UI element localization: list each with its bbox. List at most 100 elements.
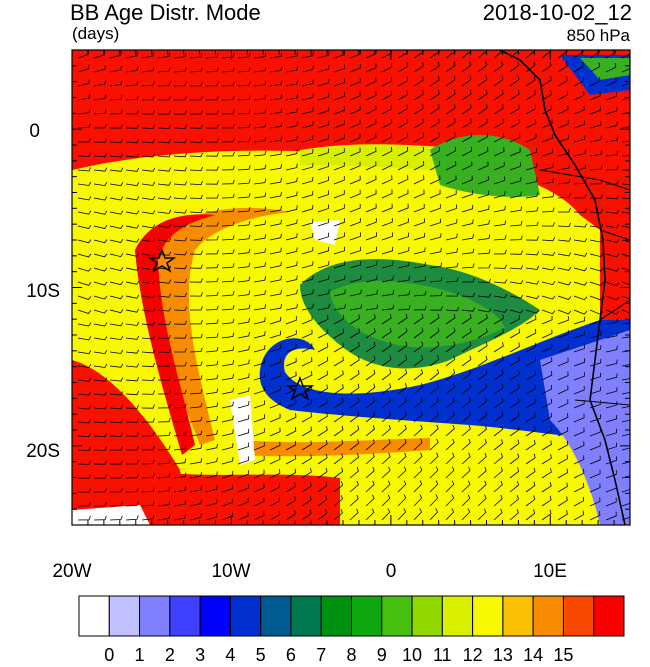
wind-barb bbox=[317, 384, 328, 395]
wind-barb bbox=[477, 75, 488, 87]
wind-barbs bbox=[77, 50, 630, 521]
wind-barb bbox=[365, 289, 378, 297]
wind-barb bbox=[573, 208, 587, 213]
wind-barb bbox=[125, 280, 140, 285]
wind-barb bbox=[125, 238, 140, 243]
wind-barb bbox=[445, 61, 456, 73]
wind-barb bbox=[269, 344, 281, 353]
wind-barb bbox=[445, 452, 455, 465]
wind-barb bbox=[605, 50, 616, 59]
wind-barb bbox=[413, 261, 426, 269]
wind-barb bbox=[269, 52, 283, 59]
wind-barb bbox=[77, 239, 92, 244]
wind-barb bbox=[333, 289, 346, 297]
wind-barb bbox=[381, 304, 395, 311]
wind-barb bbox=[365, 105, 377, 115]
wind-barb bbox=[253, 262, 266, 269]
wind-barb bbox=[445, 369, 456, 381]
wind-barb bbox=[157, 195, 172, 200]
wind-barb bbox=[93, 295, 108, 300]
field-red-south bbox=[150, 470, 340, 525]
wind-barb bbox=[365, 452, 375, 465]
wind-barb bbox=[93, 167, 108, 172]
wind-barb bbox=[557, 440, 569, 451]
wind-barb bbox=[333, 78, 345, 87]
wind-barb bbox=[173, 110, 187, 115]
wind-barb bbox=[621, 82, 630, 87]
wind-barb bbox=[413, 276, 427, 283]
wind-barb bbox=[205, 152, 219, 157]
wind-barb bbox=[541, 481, 552, 493]
wind-barb bbox=[237, 401, 250, 409]
wind-barb bbox=[365, 383, 376, 395]
wind-barb bbox=[429, 480, 439, 493]
wind-barb bbox=[157, 431, 171, 437]
wind-barb bbox=[285, 80, 298, 87]
wind-barb bbox=[573, 267, 588, 272]
wind-barb bbox=[189, 292, 203, 297]
wind-barb bbox=[253, 234, 267, 241]
wind-barb bbox=[317, 329, 329, 339]
wind-barb bbox=[301, 190, 314, 199]
wind-barb bbox=[93, 322, 108, 327]
wind-barb bbox=[397, 62, 409, 73]
wind-barb bbox=[445, 424, 455, 437]
wind-barb bbox=[78, 138, 91, 143]
wind-barb bbox=[77, 336, 92, 341]
wind-barb bbox=[573, 295, 588, 301]
wind-barb bbox=[429, 118, 440, 129]
wind-barb bbox=[349, 119, 361, 129]
wind-barb bbox=[557, 357, 569, 367]
wind-barb bbox=[317, 453, 328, 465]
wind-barb bbox=[269, 316, 282, 325]
wind-barb bbox=[509, 221, 523, 227]
wind-barb bbox=[237, 428, 250, 437]
wind-barb bbox=[573, 120, 585, 129]
wind-barb bbox=[397, 246, 410, 255]
wind-barb bbox=[525, 177, 538, 185]
wind-barb bbox=[429, 189, 441, 199]
wind-barb bbox=[509, 118, 521, 129]
wind-barb bbox=[557, 281, 572, 286]
wind-barb bbox=[205, 124, 219, 129]
wind-barb bbox=[269, 427, 281, 437]
wind-barb bbox=[541, 509, 552, 521]
wind-barb bbox=[509, 162, 521, 171]
wind-barb bbox=[109, 322, 124, 327]
wind-barb bbox=[621, 322, 630, 325]
colorbar-label: 14 bbox=[523, 645, 543, 665]
wind-barb bbox=[157, 167, 172, 172]
wind-barb bbox=[573, 386, 585, 395]
wind-barb bbox=[397, 305, 411, 311]
wind-barb bbox=[253, 122, 267, 129]
colorbar-label: 7 bbox=[316, 645, 326, 665]
wind-barb bbox=[509, 133, 521, 143]
wind-barb bbox=[461, 161, 473, 171]
wind-barb bbox=[269, 164, 282, 171]
wind-barb bbox=[413, 424, 423, 437]
wind-barb bbox=[621, 516, 630, 521]
wind-barb bbox=[253, 414, 265, 423]
wind-barb bbox=[509, 104, 520, 115]
wind-barb bbox=[429, 424, 439, 437]
wind-barb bbox=[365, 304, 379, 311]
wind-barb bbox=[573, 510, 585, 521]
colorbar-labels: 0 1 2 3 4 5 6 7 8 9 10 11 12 13 14 15 bbox=[104, 645, 573, 665]
wind-barb bbox=[109, 51, 122, 59]
wind-barb bbox=[141, 224, 156, 229]
wind-barb bbox=[189, 194, 203, 200]
wind-barb bbox=[237, 456, 249, 465]
wind-barb bbox=[221, 95, 235, 101]
wind-barb bbox=[605, 401, 618, 409]
wind-barb bbox=[221, 318, 235, 325]
wind-barb bbox=[429, 508, 438, 521]
wind-barb bbox=[285, 233, 298, 241]
wind-barb bbox=[397, 466, 407, 479]
wind-barb bbox=[461, 494, 471, 507]
wind-barb bbox=[509, 508, 519, 521]
wind-barb bbox=[269, 413, 281, 423]
wind-barb bbox=[493, 383, 504, 395]
wind-barb bbox=[237, 179, 251, 185]
wind-barb bbox=[221, 484, 234, 493]
wind-barb bbox=[221, 457, 234, 465]
